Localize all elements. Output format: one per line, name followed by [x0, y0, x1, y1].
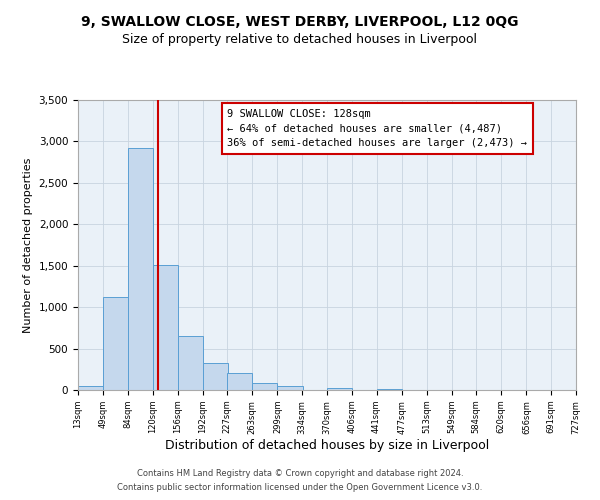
Bar — [253, 382, 277, 390]
Text: 9, SWALLOW CLOSE, WEST DERBY, LIVERPOOL, L12 0QG: 9, SWALLOW CLOSE, WEST DERBY, LIVERPOOL,… — [81, 15, 519, 29]
Bar — [377, 389, 401, 390]
Text: Size of property relative to detached houses in Liverpool: Size of property relative to detached ho… — [122, 32, 478, 46]
Bar — [203, 362, 228, 390]
Bar — [152, 265, 178, 390]
Text: Contains public sector information licensed under the Open Government Licence v3: Contains public sector information licen… — [118, 484, 482, 492]
Bar — [277, 386, 302, 390]
X-axis label: Distribution of detached houses by size in Liverpool: Distribution of detached houses by size … — [165, 439, 489, 452]
Bar — [128, 148, 152, 390]
Bar — [327, 388, 352, 390]
Text: Contains HM Land Registry data © Crown copyright and database right 2024.: Contains HM Land Registry data © Crown c… — [137, 468, 463, 477]
Bar — [103, 297, 128, 390]
Y-axis label: Number of detached properties: Number of detached properties — [23, 158, 33, 332]
Bar — [178, 336, 203, 390]
Bar — [78, 386, 103, 390]
Bar — [227, 374, 253, 390]
Text: 9 SWALLOW CLOSE: 128sqm
← 64% of detached houses are smaller (4,487)
36% of semi: 9 SWALLOW CLOSE: 128sqm ← 64% of detache… — [227, 108, 527, 148]
